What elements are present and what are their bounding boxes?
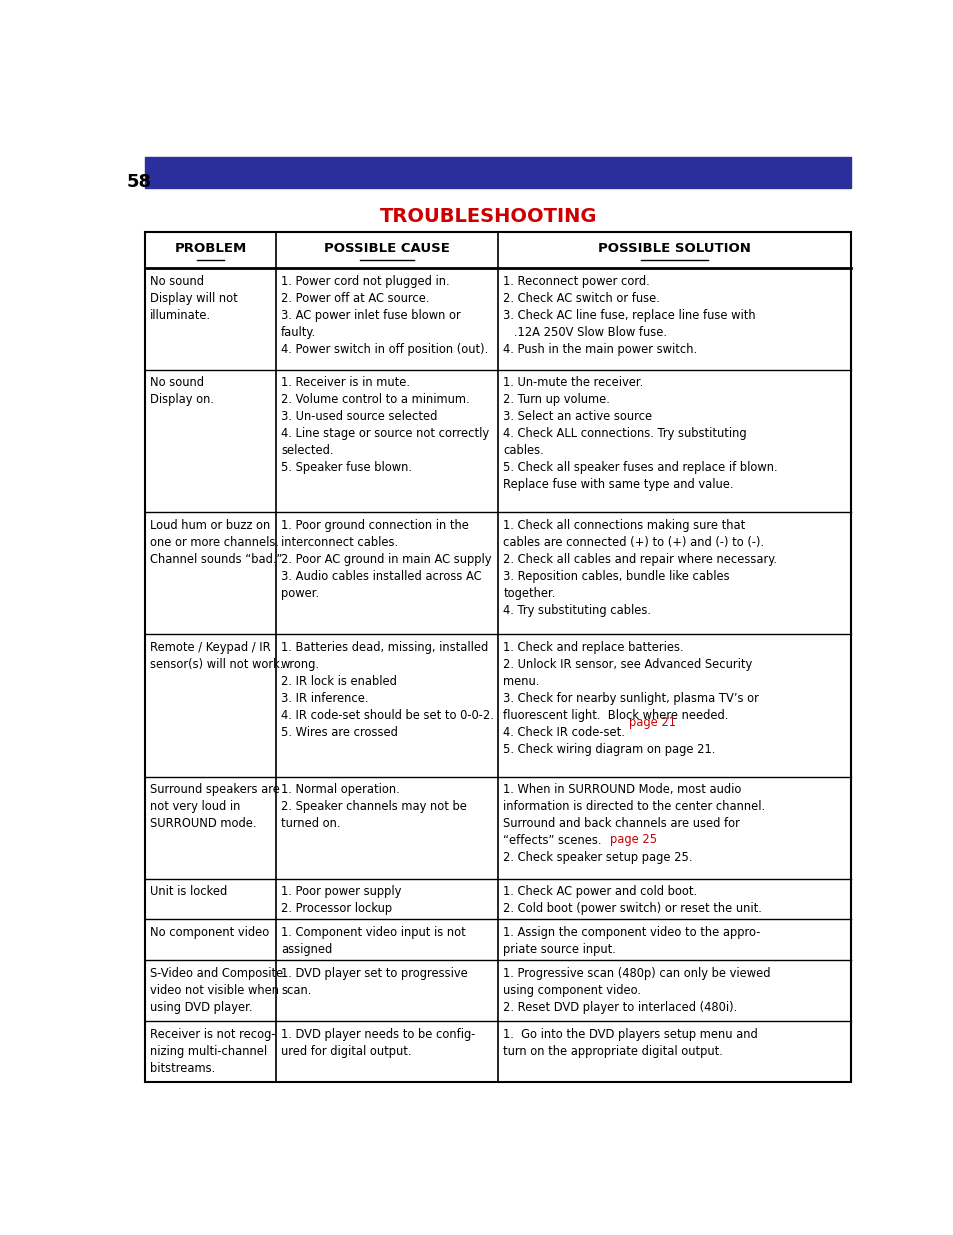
Text: 58: 58 (127, 173, 152, 191)
Text: 1. DVD player set to progressive
scan.: 1. DVD player set to progressive scan. (280, 967, 467, 997)
Text: 1. Receiver is in mute.
2. Volume control to a minimum.
3. Un-used source select: 1. Receiver is in mute. 2. Volume contro… (280, 377, 489, 474)
Text: 1. Progressive scan (480p) can only be viewed
using component video.
2. Reset DV: 1. Progressive scan (480p) can only be v… (503, 967, 770, 1014)
Text: 1. Batteries dead, missing, installed
wrong.
2. IR lock is enabled
3. IR inferen: 1. Batteries dead, missing, installed wr… (280, 641, 494, 739)
Text: 1. Component video input is not
assigned: 1. Component video input is not assigned (280, 926, 465, 956)
Text: 1. Check all connections making sure that
cables are connected (+) to (+) and (-: 1. Check all connections making sure tha… (503, 519, 777, 616)
Text: 1.  Go into the DVD players setup menu and
turn on the appropriate digital outpu: 1. Go into the DVD players setup menu an… (503, 1028, 758, 1057)
Text: 1. When in SURROUND Mode, most audio
information is directed to the center chann: 1. When in SURROUND Mode, most audio inf… (503, 783, 764, 864)
Text: 1. Check AC power and cold boot.
2. Cold boot (power switch) or reset the unit.: 1. Check AC power and cold boot. 2. Cold… (503, 885, 761, 915)
Text: POSSIBLE SOLUTION: POSSIBLE SOLUTION (598, 242, 750, 254)
Text: PROBLEM: PROBLEM (174, 242, 246, 254)
Text: 1. Check and replace batteries.
2. Unlock IR sensor, see Advanced Security
menu.: 1. Check and replace batteries. 2. Unloc… (503, 641, 759, 756)
Bar (145, 157, 850, 188)
Text: page 21: page 21 (628, 715, 675, 729)
Text: No sound
Display will not
illuminate.: No sound Display will not illuminate. (151, 274, 238, 321)
Text: POSSIBLE CAUSE: POSSIBLE CAUSE (324, 242, 450, 254)
Text: TROUBLESHOOTING: TROUBLESHOOTING (380, 207, 597, 226)
Text: 1. Reconnect power cord.
2. Check AC switch or fuse.
3. Check AC line fuse, repl: 1. Reconnect power cord. 2. Check AC swi… (503, 274, 755, 356)
Text: Loud hum or buzz on
one or more channels.
Channel sounds “bad.”: Loud hum or buzz on one or more channels… (151, 519, 282, 566)
Text: 1. Poor power supply
2. Processor lockup: 1. Poor power supply 2. Processor lockup (280, 885, 401, 915)
Text: Surround speakers are
not very loud in
SURROUND mode.: Surround speakers are not very loud in S… (151, 783, 280, 830)
Text: page 25: page 25 (610, 834, 657, 846)
Text: No component video: No component video (151, 926, 270, 939)
Text: 1. DVD player needs to be config-
ured for digital output.: 1. DVD player needs to be config- ured f… (280, 1028, 475, 1057)
Text: 1. Normal operation.
2. Speaker channels may not be
turned on.: 1. Normal operation. 2. Speaker channels… (280, 783, 466, 830)
Text: Receiver is not recog-
nizing multi-channel
bitstreams.: Receiver is not recog- nizing multi-chan… (151, 1028, 275, 1074)
Text: S-Video and Composite
video not visible when
using DVD player.: S-Video and Composite video not visible … (151, 967, 283, 1014)
Text: Remote / Keypad / IR
sensor(s) will not work.: Remote / Keypad / IR sensor(s) will not … (151, 641, 283, 671)
Text: 1. Un-mute the receiver.
2. Turn up volume.
3. Select an active source
4. Check : 1. Un-mute the receiver. 2. Turn up volu… (503, 377, 777, 492)
Text: Unit is locked: Unit is locked (151, 885, 228, 898)
Text: No sound
Display on.: No sound Display on. (151, 377, 214, 406)
Text: 1. Poor ground connection in the
interconnect cables.
2. Poor AC ground in main : 1. Poor ground connection in the interco… (280, 519, 491, 600)
Text: 1. Power cord not plugged in.
2. Power off at AC source.
3. AC power inlet fuse : 1. Power cord not plugged in. 2. Power o… (280, 274, 488, 356)
Text: 1. Assign the component video to the appro-
priate source input.: 1. Assign the component video to the app… (503, 926, 760, 956)
